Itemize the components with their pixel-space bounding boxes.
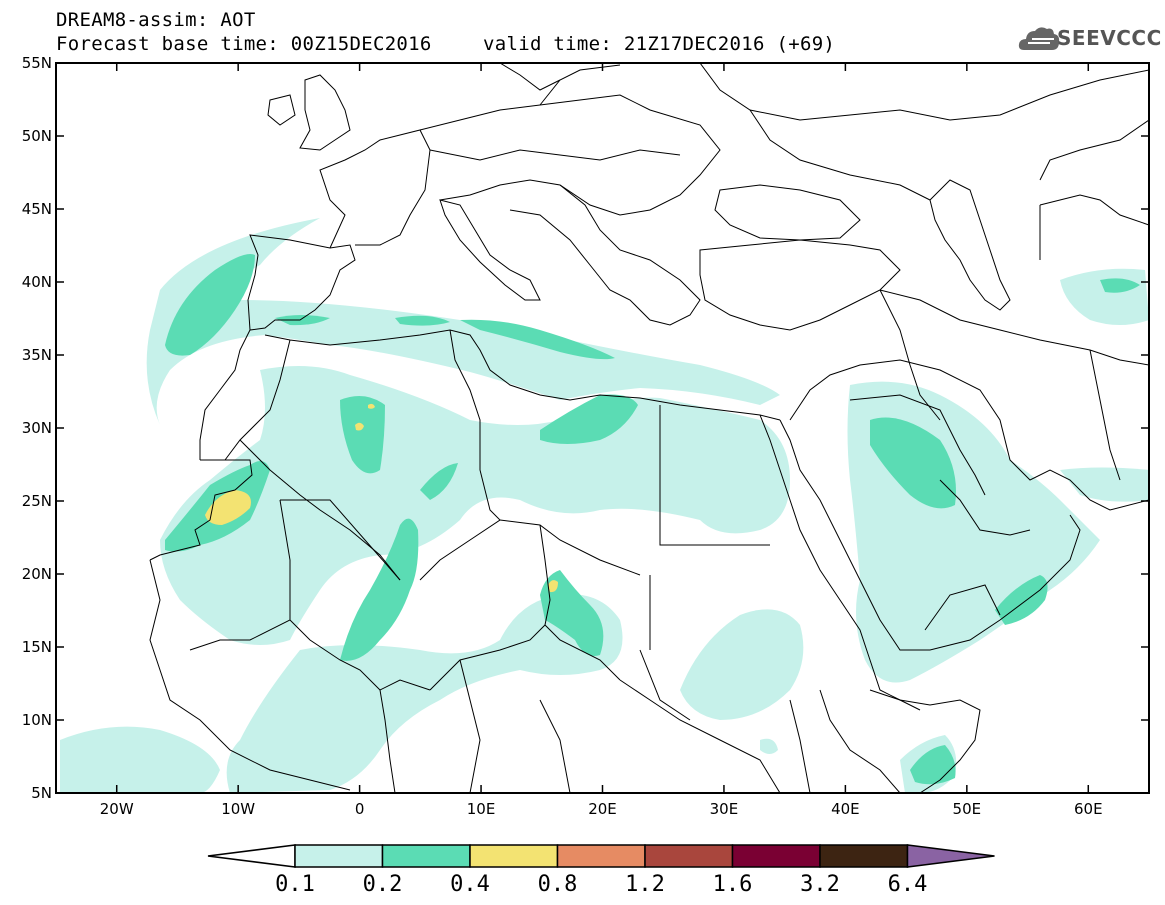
cloud-icon — [1018, 27, 1060, 50]
lat-tick-label: 35N — [22, 346, 52, 364]
lon-tick-label: 10W — [221, 800, 255, 818]
colorbar-label: 1.6 — [713, 872, 753, 897]
colorbar-box — [294, 844, 384, 868]
colorbar-label: 0.8 — [538, 872, 578, 897]
valid-time: valid time: 21Z17DEC2016 (+69) — [483, 33, 836, 55]
lon-tick-label: 50E — [953, 800, 982, 818]
colorbar-under-triangle — [207, 844, 296, 868]
lat-tick-label: 15N — [22, 638, 52, 656]
lat-tick-label: 20N — [22, 565, 52, 583]
colorbar-label: 0.2 — [363, 872, 403, 897]
lat-axis: 55N 50N 45N 40N 35N 30N 25N 20N 15N 10N 5N — [22, 54, 1149, 802]
colorbar-box — [819, 844, 909, 868]
colorbar-box — [556, 844, 646, 868]
lat-tick-label: 10N — [22, 711, 52, 729]
aot-contours — [60, 218, 1149, 793]
colorbar-label: 6.4 — [888, 872, 928, 897]
lat-tick-label: 50N — [22, 127, 52, 145]
lon-tick-label: 40E — [831, 800, 860, 818]
lon-axis: 20W 10W 0 10E 20E 30E 40E 50E 60E — [100, 63, 1103, 818]
colorbar-box — [644, 844, 734, 868]
forecast-base-time: Forecast base time: 00Z15DEC2016 — [56, 33, 432, 55]
colorbar-box — [381, 844, 471, 868]
lat-tick-label: 40N — [22, 273, 52, 291]
lat-tick-label: 55N — [22, 54, 52, 72]
colorbar-label: 0.1 — [275, 872, 315, 897]
lon-tick-label: 20W — [100, 800, 134, 818]
lon-tick-label: 30E — [710, 800, 739, 818]
lon-tick-label: 20E — [588, 800, 617, 818]
lon-tick-label: 10E — [467, 800, 496, 818]
colorbar-label: 1.2 — [625, 872, 665, 897]
colorbar-label: 0.4 — [450, 872, 490, 897]
colorbar-over-triangle — [906, 844, 995, 868]
lat-tick-label: 5N — [31, 784, 52, 802]
colorbar-label: 3.2 — [800, 872, 840, 897]
country-borders — [149, 63, 1149, 793]
seevccc-logo: SEEVCCC — [1057, 26, 1162, 50]
lat-tick-label: 45N — [22, 200, 52, 218]
lon-tick-label: 0 — [355, 800, 365, 818]
lat-tick-label: 30N — [22, 419, 52, 437]
lat-tick-label: 25N — [22, 492, 52, 510]
lon-tick-label: 60E — [1074, 800, 1103, 818]
colorbar-box — [469, 844, 559, 868]
map-title: DREAM8-assim: AOT — [56, 9, 256, 31]
colorbar-box — [731, 844, 821, 868]
